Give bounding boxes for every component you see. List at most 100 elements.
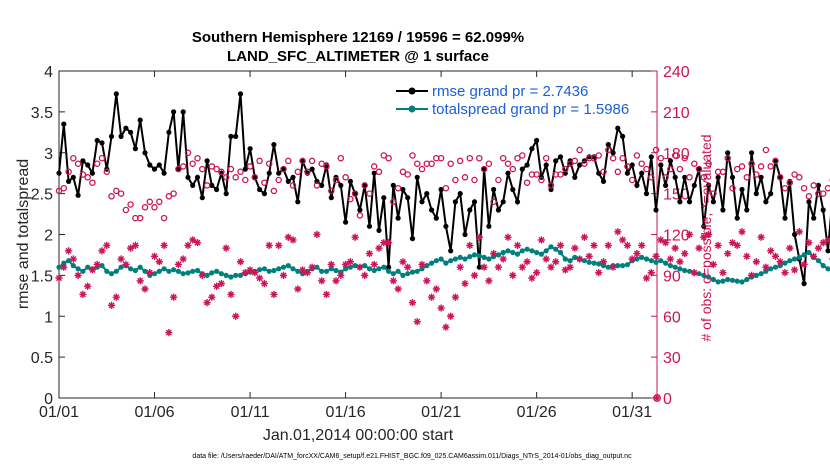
y-tick-label: 1	[44, 309, 53, 326]
y-tick-label: 0.5	[31, 350, 53, 367]
data-point	[729, 174, 736, 180]
obs-possible-marker	[394, 184, 402, 192]
obs-evaluated-marker	[79, 290, 87, 299]
obs-evaluated-marker	[795, 228, 803, 236]
obs-evaluated-marker	[150, 252, 159, 260]
obs-evaluated-marker	[88, 266, 97, 274]
obs-evaluated-marker	[604, 241, 612, 249]
obs-possible-marker	[122, 206, 130, 214]
obs-possible-marker	[724, 154, 731, 162]
obs-possible-marker	[504, 160, 512, 167]
obs-evaluated-marker	[270, 290, 278, 299]
obs-evaluated-marker	[728, 239, 737, 247]
obs-possible-marker	[370, 163, 378, 170]
obs-evaluated-marker	[580, 233, 588, 241]
data-point	[228, 274, 234, 280]
obs-evaluated-marker	[184, 241, 192, 249]
data-point	[739, 279, 745, 285]
obs-evaluated-marker	[513, 241, 522, 249]
obs-possible-marker	[614, 168, 622, 176]
data-point	[261, 191, 267, 197]
obs-evaluated-marker	[370, 260, 378, 269]
data-point	[414, 268, 420, 274]
obs-possible-marker	[542, 154, 550, 162]
data-point	[514, 251, 521, 257]
obs-evaluated-marker	[394, 285, 402, 293]
obs-possible-marker	[308, 157, 316, 165]
data-point	[658, 258, 664, 264]
obs-possible-marker	[323, 163, 330, 170]
data-point	[443, 223, 449, 229]
data-point	[677, 266, 683, 272]
data-point	[209, 270, 215, 276]
y-right-tick-label: 240	[663, 64, 690, 81]
obs-possible-marker	[418, 165, 426, 173]
obs-evaluated-marker	[509, 271, 517, 279]
data-point	[371, 170, 377, 176]
obs-evaluated-marker	[633, 249, 641, 258]
obs-evaluated-marker	[318, 277, 326, 285]
series-line	[58, 93, 830, 284]
obs-evaluated-marker	[442, 323, 450, 331]
data-point	[706, 274, 712, 280]
obs-evaluated-marker	[256, 274, 264, 282]
obs-evaluated-marker	[55, 274, 63, 282]
data-point	[151, 271, 158, 277]
data-point	[476, 253, 482, 259]
data-point	[314, 264, 320, 270]
data-point	[486, 256, 492, 262]
obs-evaluated-marker	[743, 252, 751, 260]
obs-evaluated-marker	[193, 239, 202, 247]
obs-possible-marker	[332, 176, 340, 184]
data-point	[357, 207, 363, 213]
data-point	[529, 248, 535, 254]
obs-evaluated-marker	[599, 258, 608, 266]
obs-evaluated-marker	[160, 241, 168, 249]
obs-possible-marker	[361, 182, 368, 189]
obs-evaluated-marker	[447, 312, 455, 320]
obs-evaluated-marker	[719, 269, 727, 277]
data-point	[734, 215, 740, 221]
obs-possible-marker	[89, 179, 96, 186]
data-point	[715, 174, 721, 180]
data-point	[285, 263, 291, 269]
data-point	[323, 268, 330, 274]
obs-evaluated-marker	[676, 258, 684, 266]
obs-possible-marker	[743, 174, 751, 181]
data-point	[510, 186, 516, 193]
obs-possible-marker	[428, 160, 435, 167]
obs-evaluated-marker	[208, 293, 216, 301]
obs-possible-marker	[108, 193, 115, 200]
data-point	[118, 264, 124, 270]
obs-possible-marker	[413, 160, 421, 167]
obs-evaluated-marker	[361, 271, 369, 279]
data-point	[409, 236, 416, 242]
obs-evaluated-marker	[690, 269, 698, 277]
data-point	[553, 158, 559, 164]
obs-evaluated-marker	[64, 247, 73, 255]
obs-possible-marker	[700, 174, 708, 181]
obs-possible-marker	[499, 154, 507, 162]
y-tick-label: 3.5	[31, 105, 53, 122]
obs-evaluated-marker	[251, 269, 259, 277]
y-axis-label: rmse and totalspread	[15, 159, 32, 309]
obs-evaluated-marker	[313, 230, 321, 239]
data-point	[113, 91, 119, 97]
obs-evaluated-marker	[523, 258, 531, 266]
data-point	[792, 231, 798, 238]
obs-evaluated-marker	[494, 263, 503, 271]
obs-evaluated-marker	[413, 318, 421, 326]
legend: rmse grand pr = 2.7436 totalspread grand…	[396, 83, 629, 118]
data-point	[190, 182, 196, 188]
obs-evaluated-marker	[547, 263, 555, 271]
data-point	[75, 266, 81, 272]
obs-evaluated-marker	[528, 274, 536, 282]
data-point	[806, 199, 812, 205]
obs-possible-marker	[643, 165, 650, 173]
obs-possible-marker	[624, 163, 631, 170]
data-point	[524, 246, 530, 252]
obs-evaluated-marker	[590, 241, 598, 249]
data-point	[94, 137, 100, 144]
obs-evaluated-marker	[265, 241, 273, 249]
data-point	[400, 272, 406, 278]
